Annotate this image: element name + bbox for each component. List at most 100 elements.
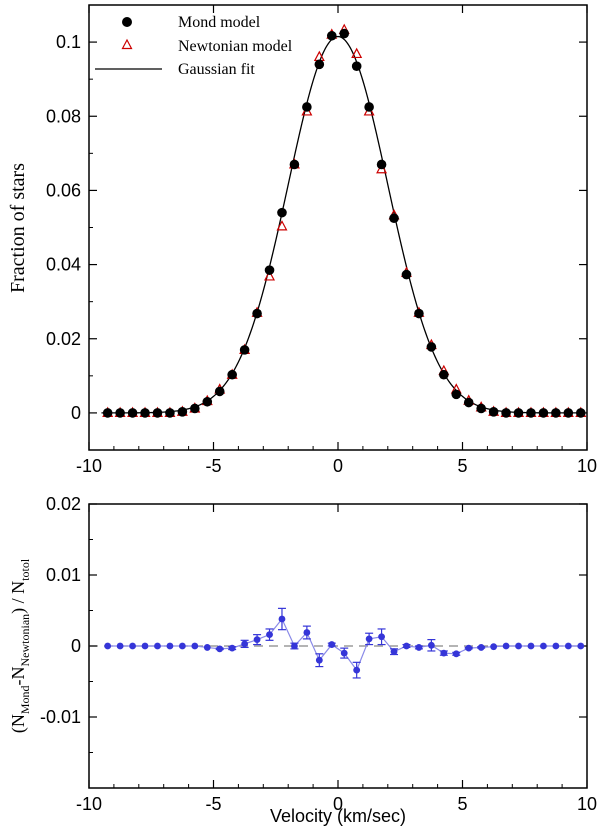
mond-point xyxy=(140,408,150,418)
mond-point xyxy=(575,408,586,418)
difference-point xyxy=(502,642,510,650)
mond-point xyxy=(538,408,549,418)
mond-point xyxy=(501,408,511,418)
difference-point xyxy=(390,648,398,656)
difference-point xyxy=(328,641,336,648)
bottom-x-tick-label: 0 xyxy=(333,794,343,814)
ylabel-sub-total: totol xyxy=(18,558,32,581)
newtonian-point xyxy=(264,270,276,281)
difference-point xyxy=(253,636,261,644)
mond-point xyxy=(463,397,474,408)
difference-point xyxy=(141,642,149,650)
difference-point xyxy=(178,642,186,650)
mond-point xyxy=(414,308,424,319)
bottom-x-tick-label: 10 xyxy=(577,794,597,814)
difference-point xyxy=(415,644,423,651)
top-x-tick-label: -5 xyxy=(205,456,221,476)
top-y-tick-label: 0.04 xyxy=(46,255,81,275)
top-y-tick-label: 0.08 xyxy=(46,106,81,126)
mond-point xyxy=(165,408,175,418)
legend-mond-label: Mond model xyxy=(178,14,261,31)
mond-point xyxy=(302,102,312,112)
bottom-y-ticks: -0.01 0 0.01 0.02 xyxy=(40,494,587,753)
newtonian-point xyxy=(276,220,288,231)
difference-point xyxy=(154,642,161,650)
mond-point xyxy=(526,408,536,418)
ylabel-sub-newtonian: Newtonian xyxy=(18,614,32,667)
mond-point xyxy=(152,408,163,418)
difference-point xyxy=(440,649,448,657)
mond-point xyxy=(563,408,574,418)
ylabel-mid: -N xyxy=(8,667,28,686)
bottom-y-axis-title: (NMond-NNewtonian) / Ntotol xyxy=(8,558,32,733)
difference-point xyxy=(116,642,124,650)
bottom-chart-panel: -10 -5 0 5 10 -0.01 0 0.01 0.02 Velocity (km/se… xyxy=(8,494,597,826)
top-y-axis-title: Fraction of stars xyxy=(7,163,29,293)
bottom-y-tick-label: 0.01 xyxy=(46,565,81,585)
difference-point xyxy=(465,644,473,652)
bottom-y-tick-label: 0.02 xyxy=(46,494,81,514)
difference-point xyxy=(216,645,224,653)
difference-point xyxy=(403,642,410,650)
top-y-ticks: 0 0.02 0.04 0.06 0.08 0.1 xyxy=(46,32,587,451)
difference-point xyxy=(228,644,236,652)
difference-point xyxy=(166,642,174,650)
difference-point xyxy=(378,633,385,641)
ylabel-sub-mond: Mond xyxy=(18,686,32,715)
mond-point xyxy=(115,408,125,418)
mond-point xyxy=(177,407,188,417)
top-y-tick-label: 0.02 xyxy=(46,329,81,349)
difference-point xyxy=(191,642,199,650)
mond-point xyxy=(289,159,300,170)
mond-point xyxy=(551,408,561,418)
newtonian-series xyxy=(102,23,587,418)
ylabel-open: (N xyxy=(8,714,29,733)
mond-point xyxy=(227,369,237,380)
difference-point xyxy=(340,649,348,657)
difference-error-bars xyxy=(215,607,486,679)
mond-point xyxy=(190,403,200,414)
difference-point xyxy=(515,642,522,650)
difference-point xyxy=(241,640,249,648)
difference-point xyxy=(266,631,273,639)
mond-point xyxy=(426,342,437,352)
top-chart-panel: -10 -5 0 5 10 0 0.02 0.04 0.06 0.08 0.1 Fraction … xyxy=(7,4,597,476)
top-y-tick-label: 0 xyxy=(71,403,81,423)
gaussian-fit-line xyxy=(101,35,584,414)
mond-point xyxy=(401,269,412,280)
ylabel-close: ) / N xyxy=(8,581,29,614)
difference-point xyxy=(490,643,498,651)
difference-point xyxy=(540,642,547,650)
top-x-tick-label: 10 xyxy=(577,456,597,476)
bottom-x-ticks: -10 -5 0 5 10 xyxy=(76,504,597,814)
legend-newtonian-label: Newtonian model xyxy=(178,38,293,55)
mond-point xyxy=(326,30,337,41)
difference-point xyxy=(452,650,460,658)
mond-series xyxy=(102,28,586,418)
newtonian-point xyxy=(351,47,363,59)
mond-point xyxy=(513,408,524,418)
bottom-x-tick-label: -10 xyxy=(76,794,102,814)
legend-newtonian-marker xyxy=(121,38,133,50)
bottom-x-tick-label: -5 xyxy=(205,794,221,814)
difference-point xyxy=(303,629,311,636)
mond-point xyxy=(376,159,387,170)
mond-point xyxy=(202,396,213,407)
top-y-tick-label: 0.1 xyxy=(56,32,81,52)
difference-point xyxy=(552,642,560,650)
difference-point xyxy=(278,615,286,623)
difference-point xyxy=(291,642,298,650)
difference-point xyxy=(315,656,323,664)
mond-point xyxy=(488,407,499,417)
top-y-tick-label: 0.06 xyxy=(46,180,81,200)
mond-point xyxy=(389,213,399,224)
mond-point xyxy=(102,408,113,418)
difference-series-points xyxy=(104,615,585,674)
difference-point xyxy=(564,642,572,650)
mond-point xyxy=(439,369,449,380)
mond-point xyxy=(339,28,350,39)
mond-point xyxy=(127,408,138,418)
mond-point xyxy=(314,59,325,70)
difference-point xyxy=(365,635,373,643)
